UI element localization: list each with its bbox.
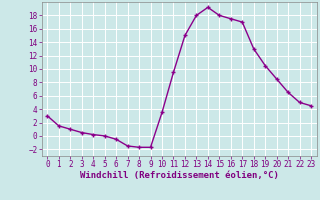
X-axis label: Windchill (Refroidissement éolien,°C): Windchill (Refroidissement éolien,°C) — [80, 171, 279, 180]
